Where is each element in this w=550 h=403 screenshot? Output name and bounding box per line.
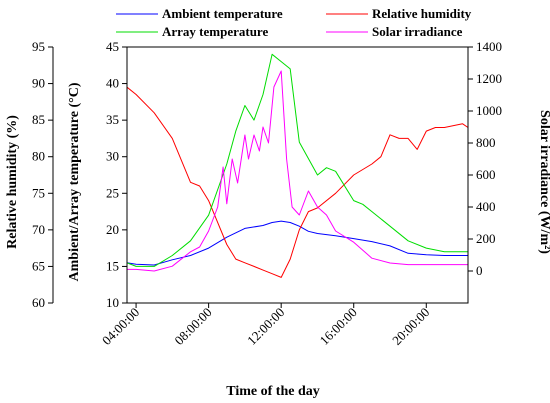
right-tick-label: 0 xyxy=(476,263,483,278)
left-inner-tick-label: 25 xyxy=(106,185,119,200)
series-line-array-temperature xyxy=(126,53,468,267)
left-outer-tick-label: 80 xyxy=(32,149,45,164)
left-outer-axis-title: Relative humidity (%) xyxy=(5,115,20,249)
x-tick-label: 20:00:00 xyxy=(389,305,432,348)
left-outer-tick-label: 90 xyxy=(32,76,45,91)
right-tick-label: 200 xyxy=(476,231,496,246)
left-outer-tick-label: 95 xyxy=(32,39,45,54)
left-inner-tick-label: 20 xyxy=(106,222,119,237)
left-outer-tick-label: 75 xyxy=(32,185,45,200)
left-outer-tick-label: 60 xyxy=(32,295,45,310)
right-tick-label: 400 xyxy=(476,199,496,214)
left-inner-tick-label: 45 xyxy=(106,39,119,54)
right-tick-label: 1200 xyxy=(476,71,502,86)
left-outer-tick-label: 70 xyxy=(32,222,45,237)
axes-layer: 60 65 70 75 80 85 90 95 10 15 20 25 30 35 40 45 0 200 400 6… xyxy=(32,39,502,348)
legend-entry: Ambient temperature xyxy=(162,6,283,21)
left-inner-tick-label: 30 xyxy=(106,149,119,164)
right-tick-label: 1000 xyxy=(476,103,502,118)
left-inner-tick-label: 40 xyxy=(106,76,119,91)
left-inner-axis-title: Ambient/Array temperature (°C) xyxy=(67,82,82,281)
left-inner-tick-label: 10 xyxy=(106,295,119,310)
right-tick-label: 800 xyxy=(476,135,496,150)
left-inner-tick-label: 35 xyxy=(106,112,119,127)
left-outer-tick-label: 65 xyxy=(32,258,45,273)
left-outer-tick-label: 85 xyxy=(32,112,45,127)
series-line-relative-humidity xyxy=(126,86,469,278)
x-tick-label: 16:00:00 xyxy=(317,305,360,348)
right-axis-title: Solar irradiance (W/m²) xyxy=(537,110,550,254)
legend: Ambient temperature Relative humidity Arra… xyxy=(116,6,472,39)
right-tick-label: 600 xyxy=(476,167,496,182)
x-tick-label: 08:00:00 xyxy=(171,305,214,348)
legend-entry: Solar irradiance xyxy=(372,24,463,39)
series-layer xyxy=(126,53,469,278)
legend-entry: Relative humidity xyxy=(372,6,472,21)
x-tick-label: 12:00:00 xyxy=(244,305,287,348)
x-axis-title: Time of the day xyxy=(226,384,319,399)
legend-entry: Array temperature xyxy=(162,24,268,39)
left-inner-tick-label: 15 xyxy=(106,258,119,273)
right-tick-label: 1400 xyxy=(476,39,502,54)
x-tick-label: 04:00:00 xyxy=(99,305,142,348)
series-line-solar-irradiance xyxy=(127,70,468,272)
series-line-ambient-temperature xyxy=(126,220,468,266)
